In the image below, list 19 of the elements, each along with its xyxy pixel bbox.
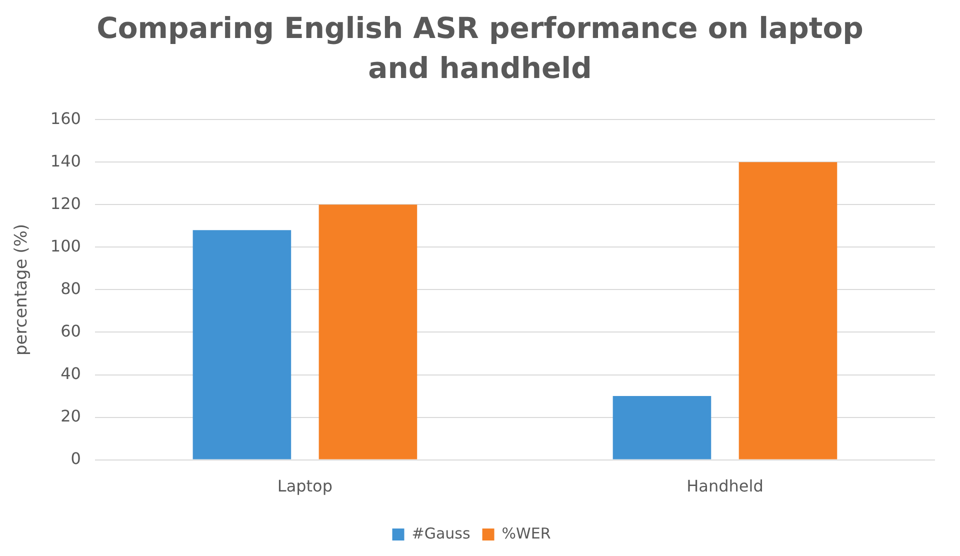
bar: [318, 204, 418, 460]
y-tick-label: 140: [50, 151, 81, 170]
chart-title: Comparing English ASR performance on laptop and handheld: [96, 10, 864, 87]
y-tick-label: 120: [50, 194, 81, 213]
bar: [612, 396, 712, 460]
y-tick-label: 40: [60, 364, 81, 383]
x-tick-label: Handheld: [686, 476, 764, 496]
y-tick-label: 80: [60, 278, 81, 298]
bar: [738, 162, 838, 460]
y-tick-label: 60: [60, 321, 81, 340]
x-tick-label: Laptop: [277, 476, 332, 496]
legend-label: #Gauss: [412, 524, 470, 542]
bar: [192, 230, 292, 460]
y-tick-label: 100: [50, 236, 81, 256]
legend-label: %WER: [502, 524, 551, 542]
y-tick-label: 0: [70, 448, 81, 468]
y-tick-label: 160: [50, 108, 81, 128]
y-tick-label: 20: [60, 406, 81, 426]
y-axis-title: percentage (%): [12, 224, 32, 356]
